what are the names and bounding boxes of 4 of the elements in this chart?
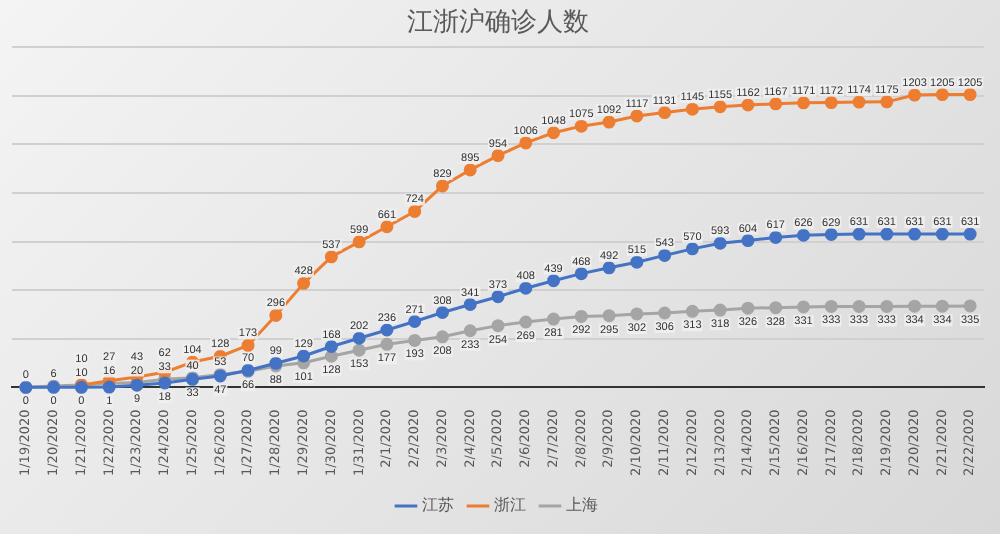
chart-title: 江浙沪确诊人数 [407, 6, 589, 39]
legend-label: 上海 [566, 496, 598, 515]
legend-label: 江苏 [422, 496, 454, 515]
legend-label: 浙江 [494, 496, 526, 515]
